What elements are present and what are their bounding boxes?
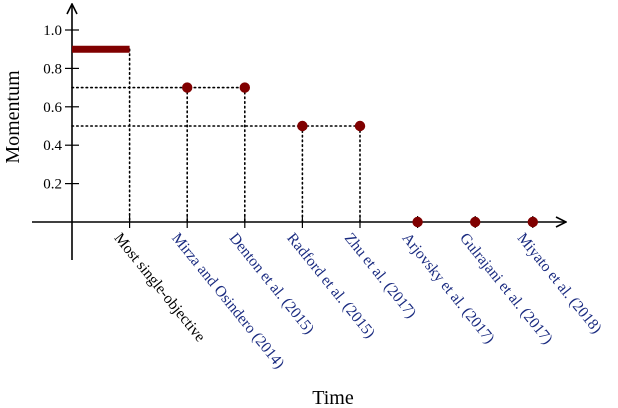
axes [32, 4, 566, 260]
category-label: Mirza and Osindero (2014) [168, 230, 288, 372]
x-axis-title: Time [312, 387, 354, 408]
data-point [239, 82, 250, 93]
y-tick-label: 0.2 [43, 177, 62, 193]
data-point [527, 216, 538, 228]
data-point [470, 216, 481, 228]
y-axis-title: Momentum [2, 70, 24, 164]
data-point [354, 120, 366, 132]
ticks: 0.2 0.4 0.6 0.8 1.0 [43, 23, 534, 228]
data-point [182, 82, 193, 93]
guide-lines [71, 48, 361, 223]
y-tick-label: 0.4 [43, 138, 62, 154]
y-tick-label: 0.8 [43, 61, 62, 77]
data-marks [72, 45, 538, 228]
data-point [297, 120, 308, 132]
y-tick-label: 0.6 [43, 100, 62, 116]
data-point [412, 216, 423, 228]
y-tick-label: 1.0 [43, 23, 62, 39]
